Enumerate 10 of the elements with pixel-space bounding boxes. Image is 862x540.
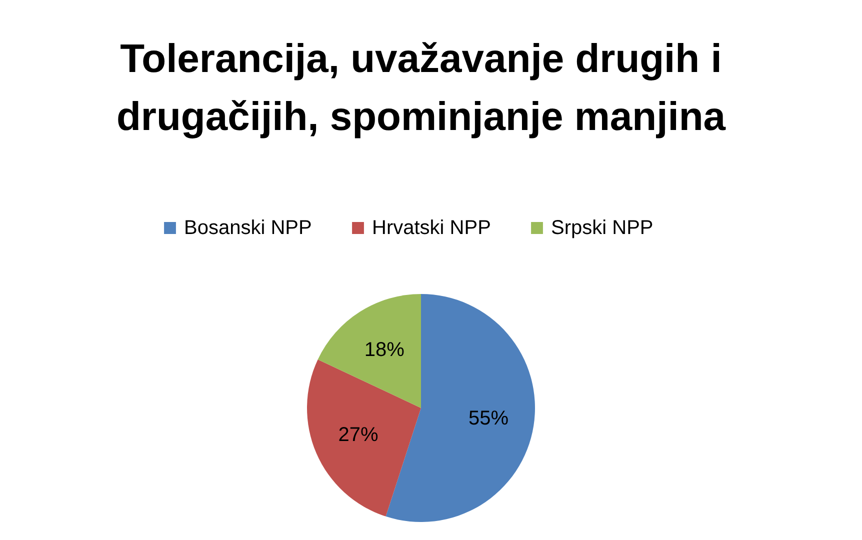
pie-slice [307,359,421,516]
pie-slice [318,294,421,408]
legend-label: Srpski NPP [551,217,654,239]
legend-label: Bosanski NPP [184,217,312,239]
text: drugačijih, spominjanje manjina [116,95,726,139]
legend-label: Hrvatski NPP [372,217,491,239]
data-label: 27% [338,424,378,446]
data-label: 18% [364,339,405,362]
data-label: 55% [468,408,509,430]
text: Tolerancija, uvažavanje drugih i [120,37,722,81]
